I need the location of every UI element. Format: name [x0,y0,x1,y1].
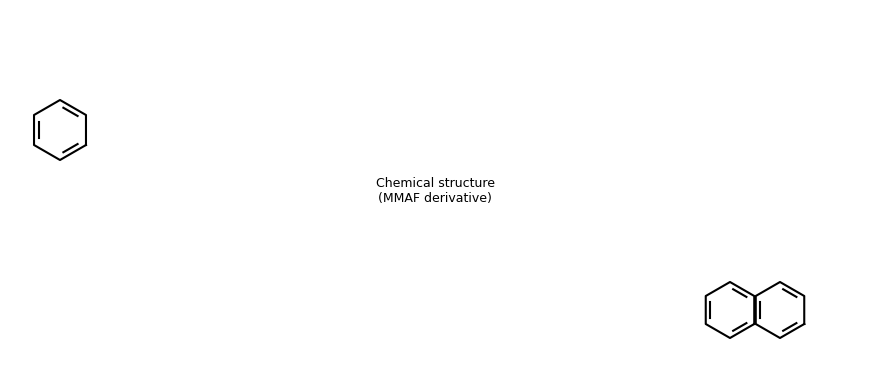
Text: Chemical structure
(MMAF derivative): Chemical structure (MMAF derivative) [375,177,495,205]
